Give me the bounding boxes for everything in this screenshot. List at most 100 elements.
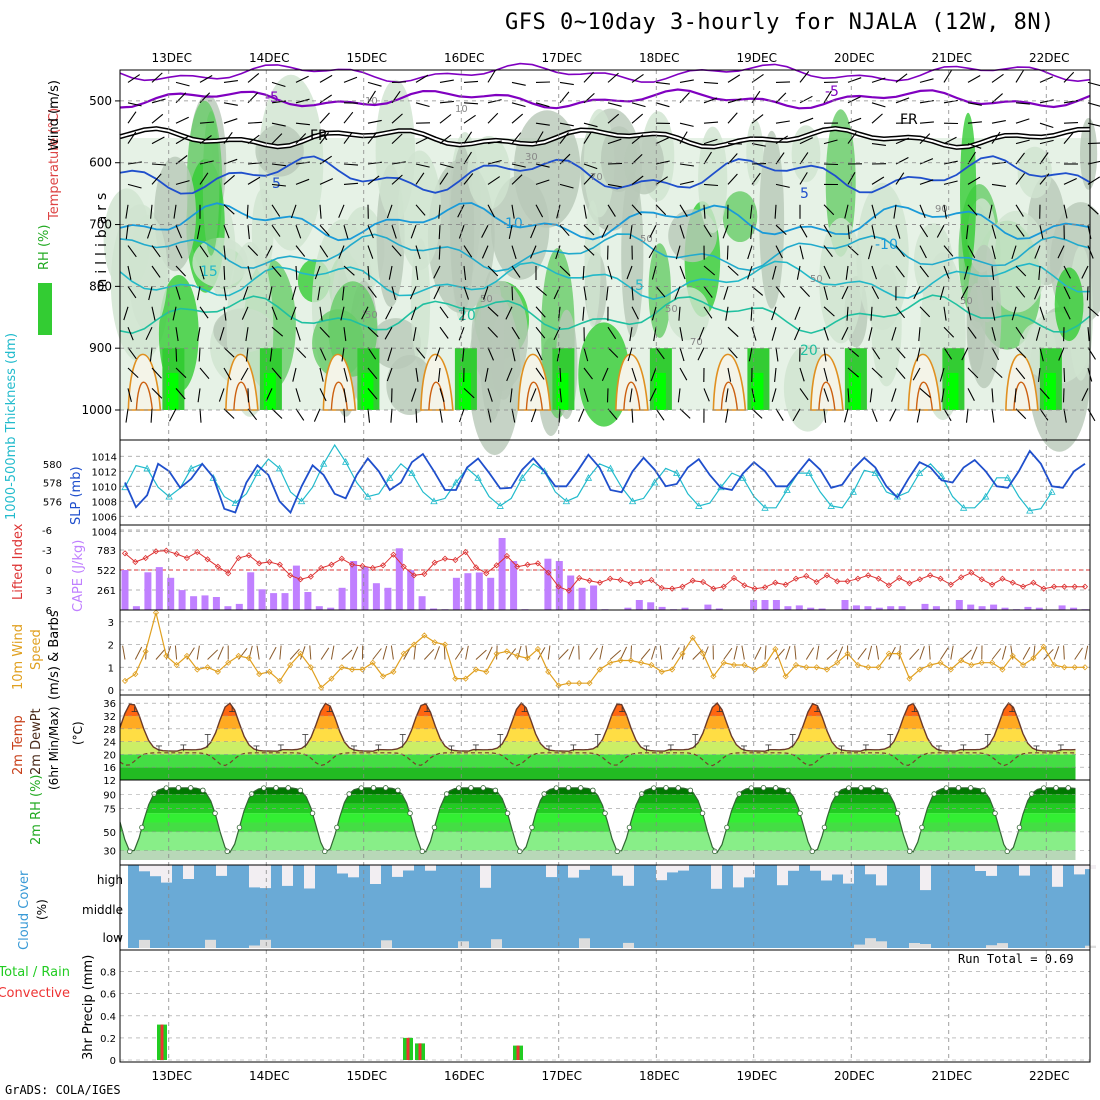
li-marker [1009, 579, 1016, 586]
rh-marker [992, 810, 998, 816]
wind-barb [127, 265, 132, 280]
wind-barb [463, 151, 472, 165]
wind-barb [655, 160, 670, 165]
wind-marker [751, 666, 758, 673]
wind-barb [943, 326, 955, 338]
wind-barb [919, 179, 934, 185]
wind-barb [895, 172, 905, 185]
rh-marker [626, 824, 633, 831]
wind-barb [679, 347, 685, 362]
wind-marker [792, 661, 800, 669]
wind-barb [675, 245, 681, 260]
wind-barb [679, 163, 694, 167]
cape-bar [395, 548, 403, 610]
thickness-marker [650, 478, 659, 486]
high-cloud-bar [304, 865, 315, 889]
cape-bar [864, 606, 872, 610]
thickness-marker [319, 459, 328, 467]
wind-barb [535, 347, 543, 361]
wind-barb [891, 388, 897, 402]
rh-cell [1054, 267, 1084, 342]
cape-bar [841, 600, 849, 610]
wind-barb [223, 265, 226, 280]
wind-barb [775, 245, 783, 259]
wind-barb [511, 113, 524, 124]
wind-barb [799, 71, 810, 83]
wind-barb [967, 388, 975, 402]
surface-barb [928, 645, 931, 660]
wind-marker [132, 671, 139, 678]
cape-bar [292, 565, 300, 610]
thickness-marker [628, 497, 637, 505]
wind-barb [463, 114, 476, 124]
wind-marker [834, 659, 841, 666]
wind-barb [511, 245, 517, 260]
wind-barb [891, 327, 897, 341]
wind-barb [1037, 367, 1041, 382]
wind-barb [631, 408, 634, 423]
li-marker [648, 576, 655, 584]
wind-barb [1039, 152, 1049, 165]
wind-barb [991, 120, 1006, 124]
surface-barb [174, 645, 178, 660]
wind-barb [871, 176, 885, 185]
wind-barb [578, 408, 585, 422]
upper-air-panel: -5 -5FRFR5510-101520205101030505050505050… [37, 62, 1100, 456]
wind-barb [433, 286, 441, 300]
li-marker [968, 569, 975, 576]
wind-marker [328, 675, 335, 682]
wind-barb [463, 265, 467, 280]
rh-marker [967, 785, 974, 791]
wind-barb [269, 347, 273, 362]
wind-marker [452, 675, 459, 682]
wind-barb [1015, 152, 1025, 165]
wind-barb [463, 173, 474, 185]
moist-core [263, 372, 276, 410]
wind-barb [387, 347, 393, 362]
rh-cell [375, 79, 415, 222]
wind-barb [127, 161, 142, 165]
cape-bar [167, 577, 175, 610]
wind-barb [722, 225, 729, 239]
high-cloud-bar [876, 865, 887, 886]
wind-barb [1081, 388, 1089, 402]
wind-barb [295, 245, 306, 257]
thickness-marker [430, 497, 438, 505]
wind-barb [823, 265, 831, 279]
rh-contour-label: 10 [455, 104, 468, 115]
wind-barb [771, 306, 777, 321]
wind-barb [751, 143, 766, 147]
li-marker [121, 550, 129, 557]
wind-barb [912, 367, 921, 381]
wind-barb [679, 122, 694, 127]
wind-barb [319, 367, 324, 382]
wind-barb [415, 347, 426, 359]
wind-barb [653, 327, 657, 342]
wind-marker [318, 684, 325, 691]
high-cloud-bar [986, 865, 997, 876]
wind-barb [895, 347, 906, 359]
li-marker [782, 581, 789, 588]
cape-bar [807, 607, 815, 610]
wind-barb [434, 347, 441, 361]
wind-marker [906, 675, 913, 682]
wind-barb [271, 122, 286, 127]
wind-barb [150, 408, 153, 423]
wind-barb [1011, 306, 1017, 321]
surface-barb [764, 645, 767, 660]
wind-barb [505, 306, 513, 320]
wind-barb [1087, 347, 1096, 360]
wind-barb [367, 132, 378, 144]
wind-barb [941, 388, 945, 403]
rh-band [120, 813, 1076, 823]
rh-tick-label: 90 [103, 790, 116, 801]
precip-convective-bar [160, 1024, 164, 1060]
thickness-marker [1048, 488, 1056, 495]
wind-barb [530, 224, 537, 239]
wind-barb [1015, 367, 1026, 380]
wind-barb [271, 306, 278, 321]
cape-bar [978, 606, 986, 610]
wind-barb [793, 326, 801, 341]
date-label-bottom: 19DEC [737, 1069, 777, 1083]
